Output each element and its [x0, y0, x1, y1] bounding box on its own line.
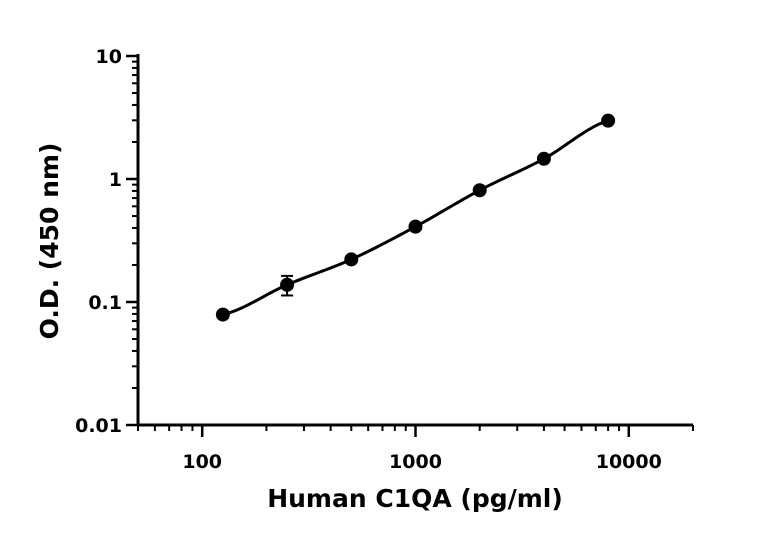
- y-tick-label: 10: [96, 46, 122, 68]
- data-point: [601, 113, 616, 128]
- y-tick-label: 0.1: [88, 292, 122, 314]
- error-bars: [216, 118, 615, 318]
- x-tick-label: 100: [182, 451, 222, 473]
- y-tick-label: 1: [109, 169, 122, 191]
- data-point: [280, 277, 295, 292]
- data-point: [215, 307, 230, 322]
- x-axis-ticks: 100 1000 10000: [137, 425, 694, 473]
- y-axis-ticks: 0.01 0.1 1 10: [75, 46, 138, 437]
- data-point: [408, 219, 423, 234]
- x-tick-label: 1000: [389, 451, 442, 473]
- x-tick-label: 10000: [596, 451, 662, 473]
- y-axis-title: O.D. (450 nm): [35, 143, 64, 340]
- data-point: [472, 183, 487, 198]
- x-axis-title: Human C1QA (pg/ml): [267, 484, 563, 513]
- axes: [136, 54, 693, 427]
- y-tick-label: 0.01: [75, 415, 122, 437]
- data-point: [536, 151, 551, 166]
- data-points: [215, 113, 616, 322]
- data-point: [344, 252, 359, 267]
